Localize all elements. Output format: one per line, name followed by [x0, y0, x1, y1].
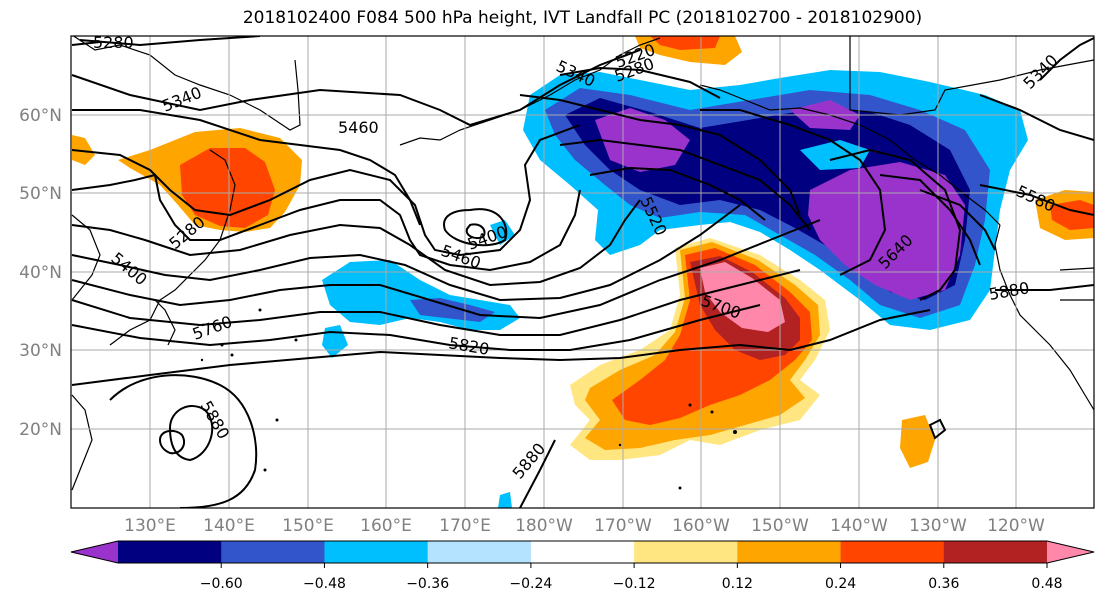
contour-label: 5460 [338, 118, 379, 137]
lon-label: 160°E [360, 516, 412, 536]
colorbar-tick-label: 0.48 [1031, 576, 1062, 592]
colorbar-segment [530, 541, 635, 563]
colorbar-tick-label: −0.60 [200, 576, 243, 592]
lat-label: 60°N [19, 106, 62, 126]
longitude-labels: 130°E 140°E 150°E 160°E 170°E 180°W 170°… [124, 516, 1045, 536]
positive-ivt-small-blob [900, 415, 935, 468]
lat-label: 30°N [19, 341, 62, 361]
colorbar-segment [118, 541, 222, 563]
lon-label: 120°W [987, 516, 1045, 536]
colorbar-segment [840, 541, 945, 563]
latitude-labels: 60°N 50°N 40°N 30°N 20°N [19, 106, 62, 440]
lon-label: 140°E [203, 516, 255, 536]
colorbar-tick-label: −0.12 [613, 576, 656, 592]
negative-ivt-anomaly-region [523, 70, 1028, 330]
colorbar-tick-label: −0.36 [406, 576, 449, 592]
lon-label: 130°W [909, 516, 967, 536]
colorbar-segment [634, 541, 738, 563]
lon-label: 170°E [439, 516, 491, 536]
colorbar-segment [943, 541, 1048, 563]
lat-label: 50°N [19, 184, 62, 204]
lon-label: 130°E [124, 516, 176, 536]
colorbar: −0.60 −0.48 −0.36 −0.24 −0.12 0.12 0.24 0.36 0.4… [70, 540, 1095, 592]
negative-ivt-small-blob [498, 492, 512, 508]
colorbar-outline [70, 540, 1095, 564]
lon-label: 150°W [751, 516, 809, 536]
colorbar-tick-label: −0.24 [509, 576, 552, 592]
lat-label: 40°N [19, 263, 62, 283]
colorbar-segment [221, 541, 325, 563]
lon-label: 170°W [594, 516, 652, 536]
lon-label: 180°W [515, 516, 573, 536]
colorbar-extend-high [1047, 541, 1094, 563]
colorbar-tick-label: −0.48 [303, 576, 346, 592]
lon-label: 160°W [672, 516, 730, 536]
contour-label: 5280 [93, 33, 134, 52]
colorbar-tick-label: 0.12 [722, 576, 753, 592]
colorbar-segment [427, 541, 532, 563]
map-title: 2018102400 F084 500 hPa height, IVT Land… [242, 8, 923, 28]
colorbar-tick-label: 0.36 [928, 576, 959, 592]
colorbar-segment [737, 541, 842, 563]
height-contours [71, 36, 1094, 508]
lon-label: 150°E [282, 516, 334, 536]
positive-ivt-north-core [650, 36, 720, 50]
lon-label: 140°W [830, 516, 888, 536]
colorbar-segment [324, 541, 429, 563]
lat-label: 20°N [19, 420, 62, 440]
colorbar-tick-label: 0.24 [825, 576, 856, 592]
map-border [70, 35, 1095, 509]
colorbar-extend-low [71, 541, 118, 563]
island-dots [200, 308, 737, 490]
gridlines [71, 36, 1094, 508]
